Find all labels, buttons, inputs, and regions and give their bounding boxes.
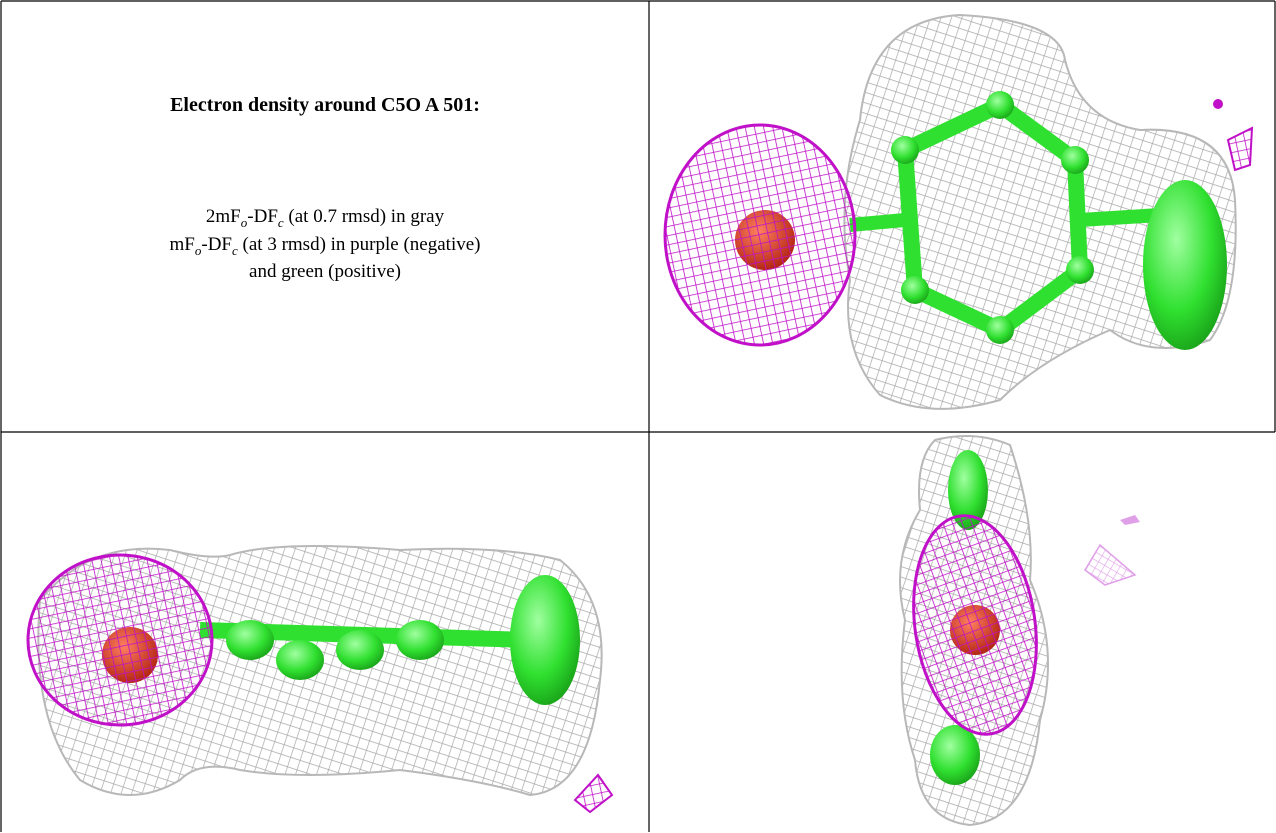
green-blob [948, 450, 988, 530]
subscript: o [241, 215, 248, 230]
purple-speck [1226, 126, 1254, 172]
green-atom [1066, 256, 1094, 284]
caption-line: and green (positive) [249, 261, 401, 282]
green-blob [1143, 180, 1227, 350]
text: 2mF [206, 206, 241, 227]
pink-speck [1120, 515, 1140, 525]
text: -DF [201, 234, 232, 255]
text: (at 3 rmsd) in purple (negative) [238, 234, 481, 255]
green-bond [1079, 208, 1161, 227]
density-view-top [663, 13, 1254, 410]
green-atom [1061, 146, 1089, 174]
green-atom [396, 620, 444, 660]
green-atom [226, 620, 274, 660]
green-bond [849, 213, 906, 232]
subscript: c [232, 243, 238, 258]
green-density [199, 575, 580, 705]
green-blob [930, 725, 980, 785]
purple-speck [573, 773, 614, 814]
purple-speck [1213, 99, 1223, 109]
text: mF [170, 234, 195, 255]
density-view-end [899, 435, 1140, 827]
green-atom [986, 316, 1014, 344]
green-atom [276, 640, 324, 680]
green-atom [986, 91, 1014, 119]
green-atom [891, 136, 919, 164]
pink-speck [1084, 543, 1137, 586]
purple-mesh [912, 514, 1038, 736]
purple-mesh [26, 553, 214, 727]
text: (at 0.7 rmsd) in gray [284, 206, 445, 227]
caption-line: 2mFo-DFc (at 0.7 rmsd) in gray [206, 206, 445, 230]
green-atom [336, 630, 384, 670]
caption-line: mFo-DFc (at 3 rmsd) in purple (negative) [170, 234, 481, 258]
green-atom [901, 276, 929, 304]
subscript: c [278, 215, 284, 230]
green-density [849, 91, 1227, 350]
caption-title: Electron density around C5O A 501: [170, 94, 480, 116]
text: -DF [247, 206, 278, 227]
density-view-side [26, 545, 614, 814]
subscript: o [195, 243, 202, 258]
green-blob [510, 575, 580, 705]
purple-mesh [663, 123, 857, 347]
